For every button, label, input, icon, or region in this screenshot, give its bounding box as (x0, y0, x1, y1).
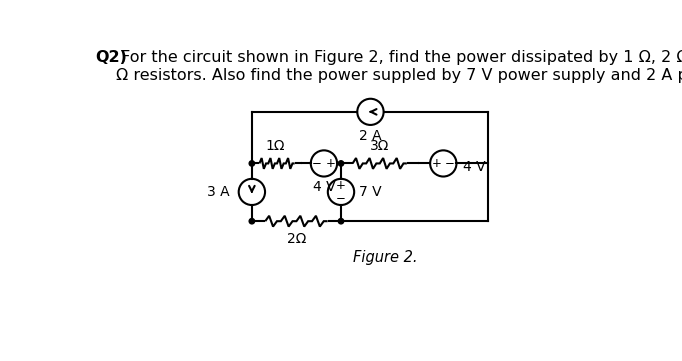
Circle shape (338, 161, 344, 166)
Text: −: − (312, 157, 322, 170)
Text: +: + (336, 179, 346, 192)
Text: 3 A: 3 A (207, 185, 229, 199)
Text: −: − (336, 192, 346, 205)
Circle shape (249, 218, 254, 224)
Circle shape (249, 161, 254, 166)
Text: −: − (445, 157, 455, 170)
Text: 1Ω: 1Ω (266, 139, 285, 153)
Text: For the circuit shown in Figure 2, find the power dissipated by 1 Ω, 2 Ω and 3
Ω: For the circuit shown in Figure 2, find … (116, 50, 682, 83)
Text: 7 V: 7 V (359, 185, 381, 199)
Text: Figure 2.: Figure 2. (353, 251, 418, 265)
Circle shape (338, 218, 344, 224)
Text: 2 A: 2 A (359, 129, 382, 143)
Text: +: + (432, 157, 441, 170)
Text: 4 V: 4 V (462, 160, 486, 174)
Text: 2Ω: 2Ω (286, 232, 306, 246)
Text: +: + (326, 157, 336, 170)
Text: Q2): Q2) (95, 50, 128, 65)
Text: 3Ω: 3Ω (370, 139, 389, 153)
Text: 4 V: 4 V (312, 180, 336, 194)
